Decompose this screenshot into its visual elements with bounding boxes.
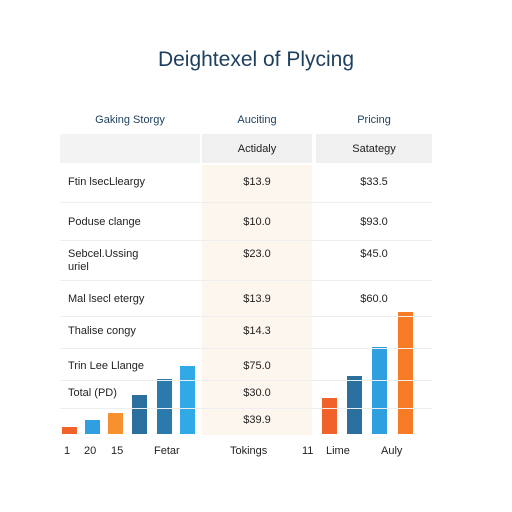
price: $45.0	[360, 248, 388, 260]
subheader: Actidaly	[237, 143, 277, 155]
column-header: Auciting	[237, 114, 277, 126]
decor-bar	[347, 376, 362, 434]
row-divider	[60, 408, 432, 409]
column-header: Gaking Storgy	[95, 114, 165, 126]
price: $13.9	[243, 176, 271, 188]
row-label: Total (PD)	[68, 387, 117, 399]
price: $33.5	[360, 176, 388, 188]
price: $39.9	[243, 414, 271, 426]
row-divider	[60, 348, 432, 349]
title: Deightexel of Plycing	[157, 48, 355, 71]
price: $30.0	[243, 387, 271, 399]
decor-bar	[85, 420, 100, 434]
row-label: Mal lsecl etergy	[68, 293, 145, 305]
footer-label: 11	[302, 445, 314, 457]
column-header: Pricing	[357, 114, 391, 126]
footer-label: Lime	[326, 445, 350, 457]
row-label: Poduse clange	[68, 216, 141, 228]
footer-label: 1	[64, 445, 71, 457]
subheader-bg	[60, 134, 200, 163]
price: $14.3	[243, 325, 271, 337]
row-label: Thalise congy	[68, 325, 136, 337]
row-label: Ftin lsecLleargy	[68, 176, 146, 188]
subheader-bg	[316, 134, 432, 163]
footer-label: 20	[84, 445, 97, 457]
price: $75.0	[243, 360, 271, 372]
decor-bar	[108, 413, 123, 434]
row-divider	[60, 202, 432, 203]
price: $10.0	[243, 216, 271, 228]
decor-bar	[180, 366, 195, 434]
decor-bar	[62, 427, 77, 434]
row-divider	[60, 240, 432, 241]
decor-bar	[322, 398, 337, 434]
row-label: Trin Lee Llange	[68, 360, 145, 372]
footer-label: Tokings	[230, 445, 268, 457]
footer-label: Auly	[381, 445, 403, 457]
price: $23.0	[243, 248, 271, 260]
row-divider	[60, 316, 432, 317]
footer-label: 15	[111, 445, 124, 457]
subheader: Satategy	[352, 143, 396, 155]
decor-bar	[398, 312, 413, 434]
footer-label: Fetar	[154, 445, 180, 457]
price: $93.0	[360, 216, 388, 228]
decor-bar	[157, 379, 172, 434]
subheader-bg	[202, 134, 312, 163]
price: $60.0	[360, 293, 388, 305]
row-divider	[60, 280, 432, 281]
decor-bar	[372, 347, 387, 434]
decor-bar	[132, 395, 147, 434]
price: $13.9	[243, 293, 271, 305]
row-divider	[60, 380, 432, 381]
column-highlight	[202, 165, 312, 435]
row-label: Sebcel.Ussing uriel	[68, 248, 139, 273]
